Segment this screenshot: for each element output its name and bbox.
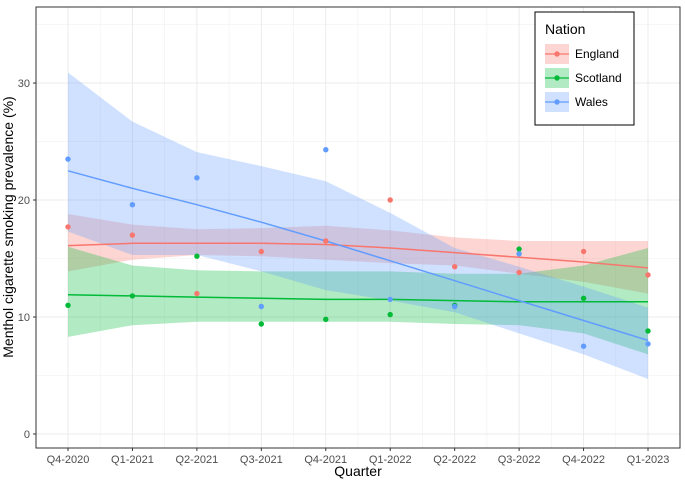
x-tick-label: Q2-2022 — [433, 454, 476, 466]
legend-label: England — [575, 47, 619, 61]
legend-title: Nation — [545, 21, 585, 37]
plot-border — [35, 6, 681, 449]
ci-band-wales — [68, 72, 648, 379]
x-tick-label: Q4-2020 — [47, 454, 90, 466]
x-tick-label: Q1-2022 — [369, 454, 412, 466]
legend-label: Scotland — [575, 71, 622, 85]
data-points — [65, 147, 651, 349]
legend-box — [534, 11, 635, 126]
x-tick-label: Q4-2022 — [562, 454, 605, 466]
legend-key-point — [554, 51, 560, 57]
y-axis-title: Menthol cigarette smoking prevalence (%) — [0, 96, 16, 357]
x-tick-label: Q3-2021 — [240, 454, 283, 466]
point-england — [65, 224, 71, 230]
point-scotland — [323, 316, 329, 322]
confidence-bands — [68, 72, 648, 379]
x-tick-label: Q3-2022 — [498, 454, 541, 466]
y-axis: 0 10 20 30 — [18, 78, 36, 441]
trend-line-scotland — [67, 294, 648, 303]
x-tick-label: Q2-2021 — [175, 454, 218, 466]
trend-lines — [67, 170, 649, 342]
y-tick-label: 10 — [18, 312, 30, 324]
ci-band-england — [68, 214, 648, 294]
trend-line-wales — [67, 170, 649, 342]
point-england — [516, 269, 522, 276]
y-tick-label: 20 — [18, 195, 30, 207]
x-tick-label: Q4-2021 — [304, 454, 347, 466]
y-tick-label: 30 — [18, 78, 30, 90]
point-scotland — [387, 311, 393, 318]
point-wales — [516, 251, 522, 257]
point-wales — [65, 156, 71, 162]
point-wales — [645, 341, 651, 347]
legend-items: England Scotland Wales — [545, 44, 622, 112]
point-scotland — [516, 246, 522, 252]
point-england — [580, 248, 587, 255]
legend-item-england: England — [545, 44, 619, 64]
x-axis-title: Quarter — [334, 463, 382, 479]
x-tick-label: Q1-2021 — [111, 454, 154, 466]
point-scotland — [129, 293, 136, 299]
x-axis: Q4-2020 Q1-2021 Q2-2021 Q3-2021 Q4-2021 Q1-20… — [47, 448, 670, 466]
point-england — [645, 272, 651, 278]
point-wales — [387, 296, 393, 303]
point-scotland — [645, 328, 651, 334]
x-tick-label: Q1-2023 — [627, 454, 670, 466]
legend: Nation England Scotland Wales — [534, 11, 635, 126]
point-england — [258, 248, 264, 255]
trend-line-england — [67, 242, 649, 269]
legend-item-scotland: Scotland — [545, 68, 622, 88]
y-tick-label: 0 — [24, 429, 30, 441]
point-england — [387, 197, 393, 203]
legend-key-point — [554, 99, 560, 105]
point-england — [323, 238, 329, 244]
legend-item-wales: Wales — [545, 92, 608, 112]
point-scotland — [580, 295, 587, 301]
point-england — [452, 264, 458, 270]
point-wales — [580, 343, 587, 349]
point-england — [194, 290, 200, 297]
point-wales — [194, 175, 200, 181]
legend-key-point — [554, 75, 560, 81]
legend-label: Wales — [575, 95, 608, 109]
point-wales — [258, 303, 264, 310]
point-england — [129, 232, 136, 238]
point-wales — [323, 147, 329, 153]
point-scotland — [194, 253, 200, 259]
point-scotland — [65, 302, 71, 308]
point-wales — [452, 303, 458, 310]
ci-band-scotland — [68, 246, 648, 355]
point-scotland — [258, 321, 264, 327]
point-wales — [129, 202, 136, 208]
